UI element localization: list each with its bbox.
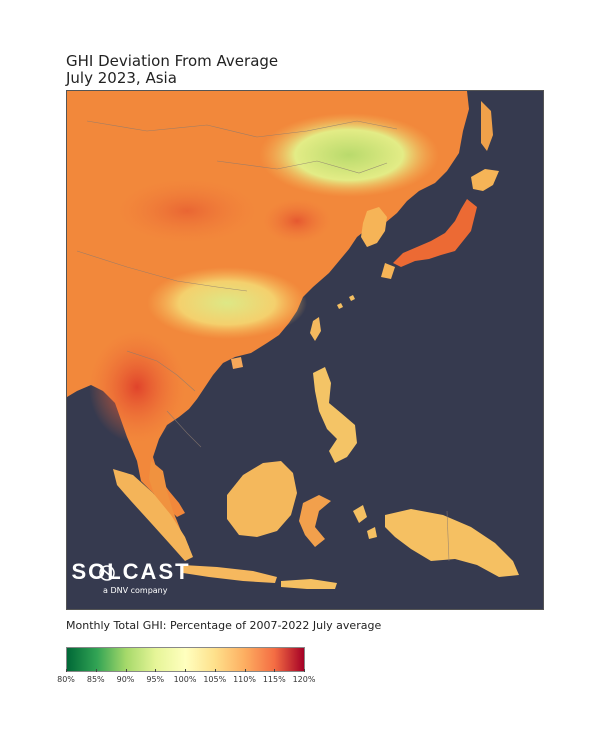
map[interactable]: SOLCAST a DNV company [66,90,544,610]
colorbar-tick-label: 80% [57,675,75,684]
sakhalin [481,101,493,151]
indochina-hot-zone [89,331,185,443]
map-caption: Monthly Total GHI: Percentage of 2007-20… [66,619,382,632]
lesser-sunda-islands [281,579,337,589]
colorbar-tick-mark [214,669,216,672]
taiwan [310,317,321,341]
new-guinea [385,509,519,577]
title-line-2: July 2023, Asia [66,69,177,87]
kyushu [381,263,395,279]
colorbar-tick-mark [244,669,246,672]
colorbar-tick-mark [125,669,127,672]
colorbar-ticks: 80% 85% 90% 95% 100% 105% 110% 115% 120% [57,669,315,692]
colorbar-tick-label: 95% [146,675,165,684]
hainan [231,357,243,369]
colorbar-tick-mark [155,669,157,672]
map-title: GHI Deviation From Average July 2023, As… [66,53,278,87]
sulawesi [299,495,331,547]
colorbar-tick-label: 90% [116,675,135,684]
colorbar-tick-mark [304,669,305,672]
philippines [313,367,357,463]
logo-brand: SOLCAST [71,559,191,584]
mongolia-cool-zone [259,113,439,197]
ryukyu-islands [337,295,355,309]
sumatra [113,469,193,561]
colorbar-tick-mark [66,669,67,672]
solcast-sun-icon [99,565,115,581]
map-canvas [67,91,543,609]
south-china-mild-zone [147,267,307,339]
hokkaido [471,169,499,191]
colorbar-tick-label: 120% [292,675,316,684]
korea [361,207,387,247]
borneo [227,461,297,537]
java [183,565,277,583]
colorbar-tick-mark [274,669,276,672]
north-china-hot-zone [263,199,331,243]
colorbar-tick-mark [185,669,186,672]
title-line-1: GHI Deviation From Average [66,52,279,70]
colorbar-tick-label: 105% [203,675,227,684]
logo-tagline: a DNV company [103,586,168,595]
colorbar-tick-label: 85% [86,675,105,684]
solcast-logo [99,565,115,581]
country-borders [76,120,450,562]
colorbar-tick-label: 100% [173,675,197,684]
colorbar-tick-mark [95,669,97,672]
japan [393,199,477,267]
colorbar-tick-label: 115% [262,675,286,684]
tibet-hot-zone [117,179,257,243]
colorbar-tick-label: 110% [233,675,256,684]
maluku-islands [353,505,377,539]
